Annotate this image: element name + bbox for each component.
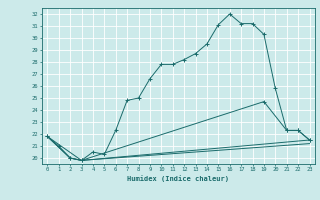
- X-axis label: Humidex (Indice chaleur): Humidex (Indice chaleur): [127, 175, 229, 182]
